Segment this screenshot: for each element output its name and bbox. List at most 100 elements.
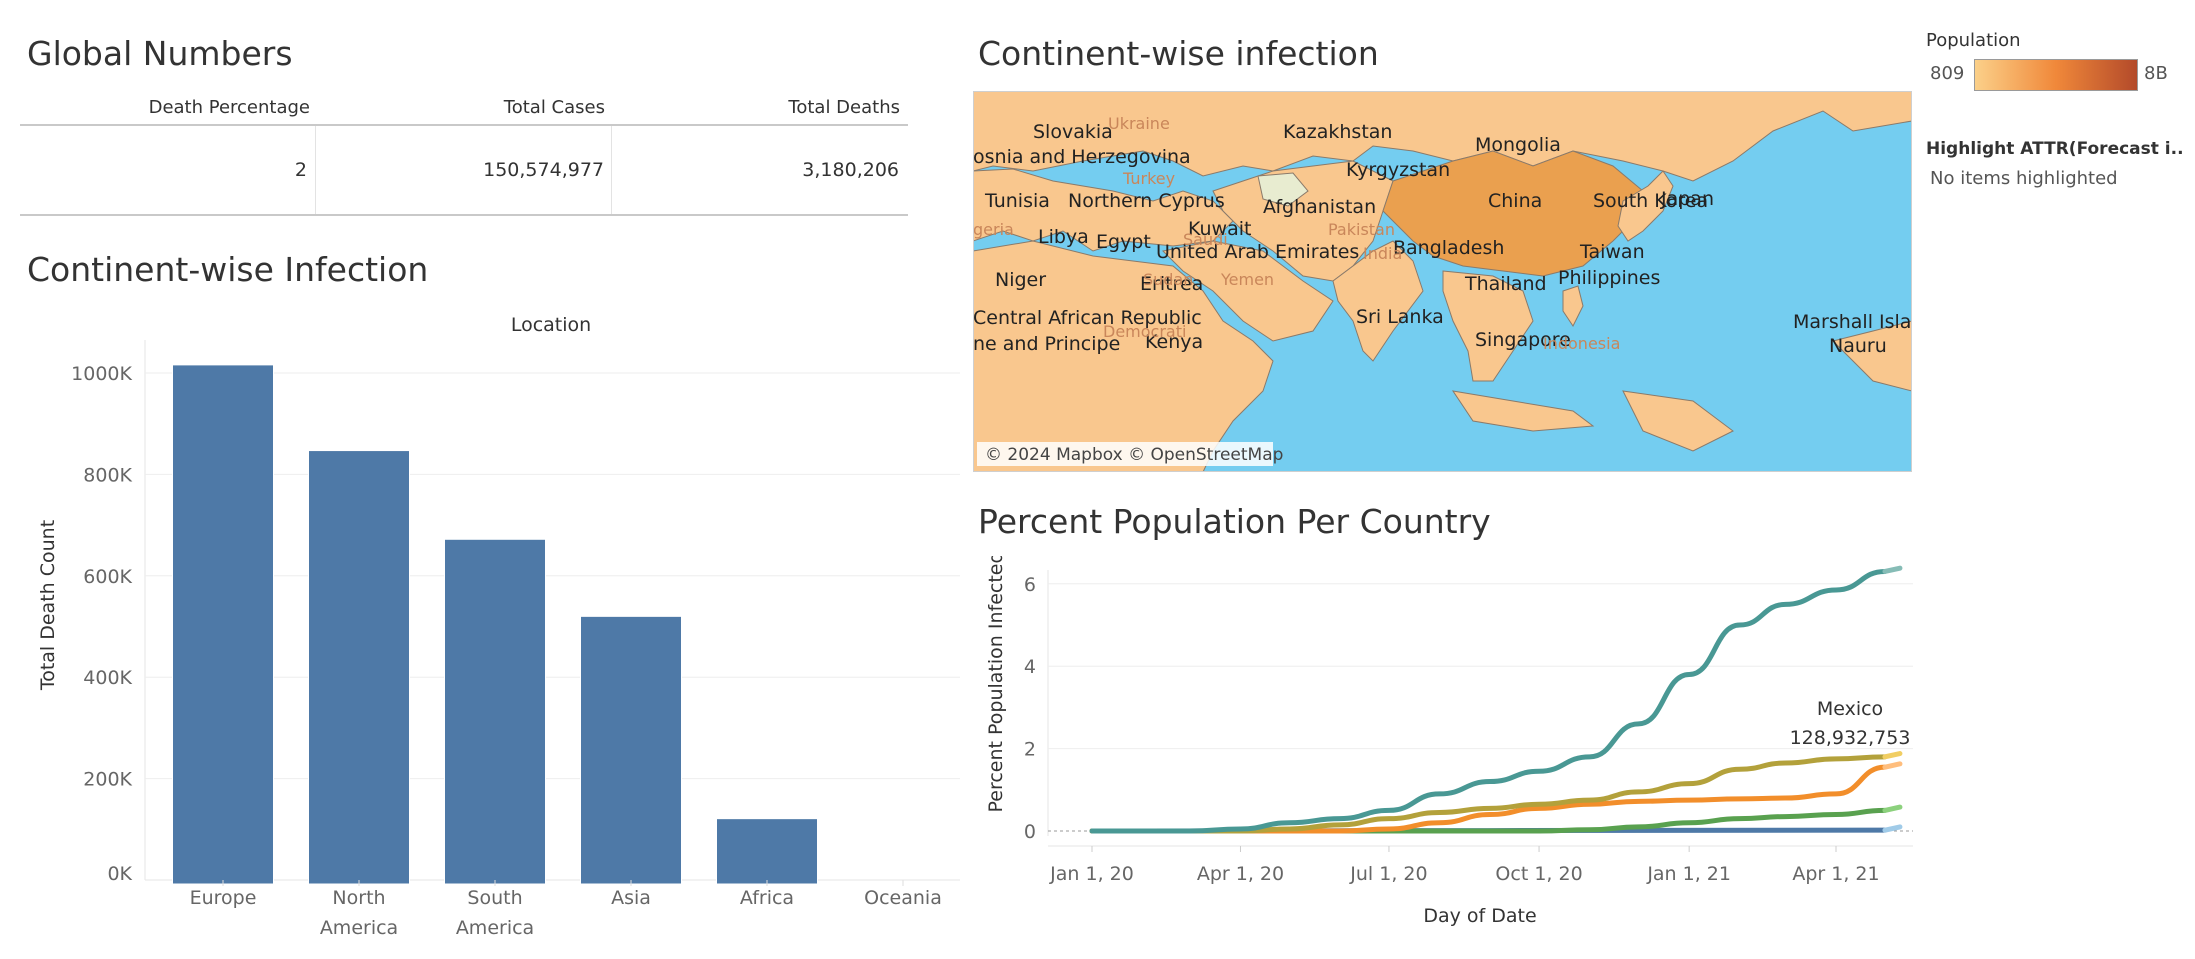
map-label-northern-cyprus: Northern Cyprus	[1068, 190, 1225, 212]
bar-asia[interactable]	[580, 615, 682, 885]
bar-chart-title: Continent-wise Infection	[27, 250, 429, 289]
bar-y-axis-title: Total Death Count	[37, 520, 59, 691]
map-attribution[interactable]: © 2024 Mapbox © OpenStreetMap	[985, 445, 1283, 465]
map-label-marshall-isla: Marshall Isla	[1793, 311, 1911, 333]
death-percentage-value[interactable]: 2	[294, 159, 307, 181]
map-label-niger: Niger	[995, 269, 1046, 291]
population-legend-max: 8B	[2144, 63, 2168, 84]
map-land-philippines	[1562, 285, 1584, 327]
bar-x-tick-label: America	[320, 917, 398, 939]
header-death-percentage[interactable]: Death Percentage	[148, 97, 310, 118]
map-title: Continent-wise infection	[978, 34, 1379, 73]
table-column-divider	[315, 126, 316, 214]
map-label-india: India	[1363, 244, 1402, 263]
highlight-legend-title[interactable]: Highlight ATTR(Forecast i..	[1926, 139, 2184, 159]
map-label-egypt: Egypt	[1096, 231, 1151, 253]
line-y-tick-label: 0	[1024, 821, 1036, 843]
bar-north-america[interactable]	[308, 450, 410, 885]
line-x-tick-label: Oct 1, 20	[1495, 863, 1582, 885]
map-label-nauru: Nauru	[1829, 335, 1887, 357]
bar-y-tick-label: 0K	[107, 863, 132, 885]
map-label-osnia-and-herzegovina: osnia and Herzegovina	[973, 146, 1191, 168]
map-labels: Slovakia Kazakhstan Mongolia osnia and Herz…	[973, 114, 1911, 357]
bar-europe[interactable]	[172, 364, 274, 885]
line-x-tick-label: Apr 1, 20	[1197, 863, 1284, 885]
line-forecast-2[interactable]	[1882, 761, 1903, 770]
map-label-thailand: Thailand	[1464, 273, 1547, 295]
map-label-libya: Libya	[1038, 226, 1089, 248]
map[interactable]: Slovakia Kazakhstan Mongolia osnia and Herz…	[973, 91, 1912, 472]
map-land-north	[973, 91, 1912, 182]
bar-africa[interactable]	[716, 818, 818, 885]
line-y-tick-label: 4	[1024, 656, 1036, 678]
line-chart: Percent Population Infected Day of Date …	[985, 556, 1913, 927]
bar-x-ticks: Europe North America South America Asia Africa…	[190, 880, 942, 939]
map-label-united-arab-emirates: United Arab Emirates	[1156, 241, 1359, 263]
bar-chart: Location Total Death Count 0K 200K 400K 600…	[37, 314, 960, 939]
line-series-2[interactable]	[1089, 764, 1888, 834]
line-chart-title: Percent Population Per Country	[978, 502, 1491, 541]
line-x-ticks: Jan 1, 20 Apr 1, 20 Jul 1, 20 Oct 1, 20 Jan …	[1049, 846, 1880, 885]
map-land-china	[1382, 150, 1644, 277]
mexico-annotation-value: 128,932,753	[1790, 727, 1911, 749]
global-numbers-table: Death Percentage Total Cases Total Death…	[20, 90, 908, 216]
table-column-divider	[611, 126, 612, 214]
bar-south-america[interactable]	[444, 538, 546, 885]
map-label-singapore: Singapore	[1475, 329, 1571, 351]
total-cases-value[interactable]: 150,574,977	[483, 159, 604, 181]
bar-y-ticks: 0K 200K 400K 600K 800K 1000K	[71, 363, 132, 885]
line-forecast-3[interactable]	[1882, 804, 1903, 813]
line-x-tick-label: Jan 1, 20	[1049, 863, 1134, 885]
line-forecast-4[interactable]	[1882, 824, 1903, 833]
table-bottom-border	[20, 214, 908, 216]
map-land-papua	[1622, 390, 1734, 452]
header-total-cases[interactable]: Total Cases	[503, 97, 605, 118]
map-label-sudan: Sudan	[1143, 270, 1193, 289]
line-y-ticks: 0 2 4 6	[1024, 574, 1036, 843]
population-legend-min: 809	[1930, 63, 1965, 84]
bar-gridlines	[145, 372, 960, 780]
table-header-divider	[20, 124, 908, 126]
map-label-kenya: Kenya	[1145, 331, 1203, 353]
line-series-0[interactable]	[1089, 568, 1888, 834]
population-legend-gradient	[1974, 59, 2138, 91]
line-series-1[interactable]	[1089, 754, 1888, 834]
map-label-saudi: Saudi	[1183, 230, 1228, 249]
bar-x-tick-label: South	[467, 887, 522, 909]
map-label-kyrgyzstan: Kyrgyzstan	[1346, 159, 1450, 181]
mexico-annotation-label: Mexico	[1817, 698, 1883, 720]
map-label-slovakia: Slovakia	[1033, 121, 1113, 143]
line-y-tick-label: 6	[1024, 574, 1036, 596]
highlight-legend-value: No items highlighted	[1930, 168, 2118, 189]
map-label-turkey: Turkey	[1122, 169, 1175, 188]
line-forecast-1[interactable]	[1882, 751, 1903, 760]
bar-x-header: Location	[511, 314, 591, 336]
map-label-ukraine: Ukraine	[1108, 114, 1170, 133]
bar-series	[172, 364, 818, 885]
total-deaths-value[interactable]: 3,180,206	[802, 159, 899, 181]
map-land-arabia	[1161, 240, 1334, 342]
bar-x-tick-label: Oceania	[864, 887, 942, 909]
global-numbers-title: Global Numbers	[27, 34, 293, 73]
header-total-deaths[interactable]: Total Deaths	[788, 97, 900, 118]
map-label-kuwait: Kuwait	[1188, 218, 1251, 240]
bar-x-tick-label: Asia	[611, 887, 651, 909]
map-label-indonesia: Indonesia	[1543, 334, 1620, 353]
map-label-yemen: Yemen	[1220, 270, 1274, 289]
map-label-pakistan: Pakistan	[1328, 220, 1395, 239]
map-label-afghanistan: Afghanistan	[1263, 196, 1376, 218]
map-attribution-bg	[977, 442, 1273, 466]
bar-y-tick-label: 400K	[83, 667, 132, 689]
line-x-tick-label: Apr 1, 21	[1792, 863, 1879, 885]
line-y-axis-title: Percent Population Infected	[985, 556, 1007, 813]
map-label-ne-and-principe: ne and Principe	[973, 333, 1120, 355]
map-label-tunisia: Tunisia	[984, 190, 1050, 212]
map-label-philippines: Philippines	[1558, 267, 1660, 289]
line-x-axis-title: Day of Date	[1423, 905, 1536, 927]
map-land-indonesia	[1451, 390, 1595, 432]
line-forecast-0[interactable]	[1882, 565, 1903, 574]
map-label-geria: geria	[973, 220, 1014, 239]
map-label-kazakhstan: Kazakhstan	[1283, 121, 1392, 143]
bar-y-tick-label: 1000K	[71, 363, 132, 385]
line-gridlines	[1048, 583, 1913, 832]
